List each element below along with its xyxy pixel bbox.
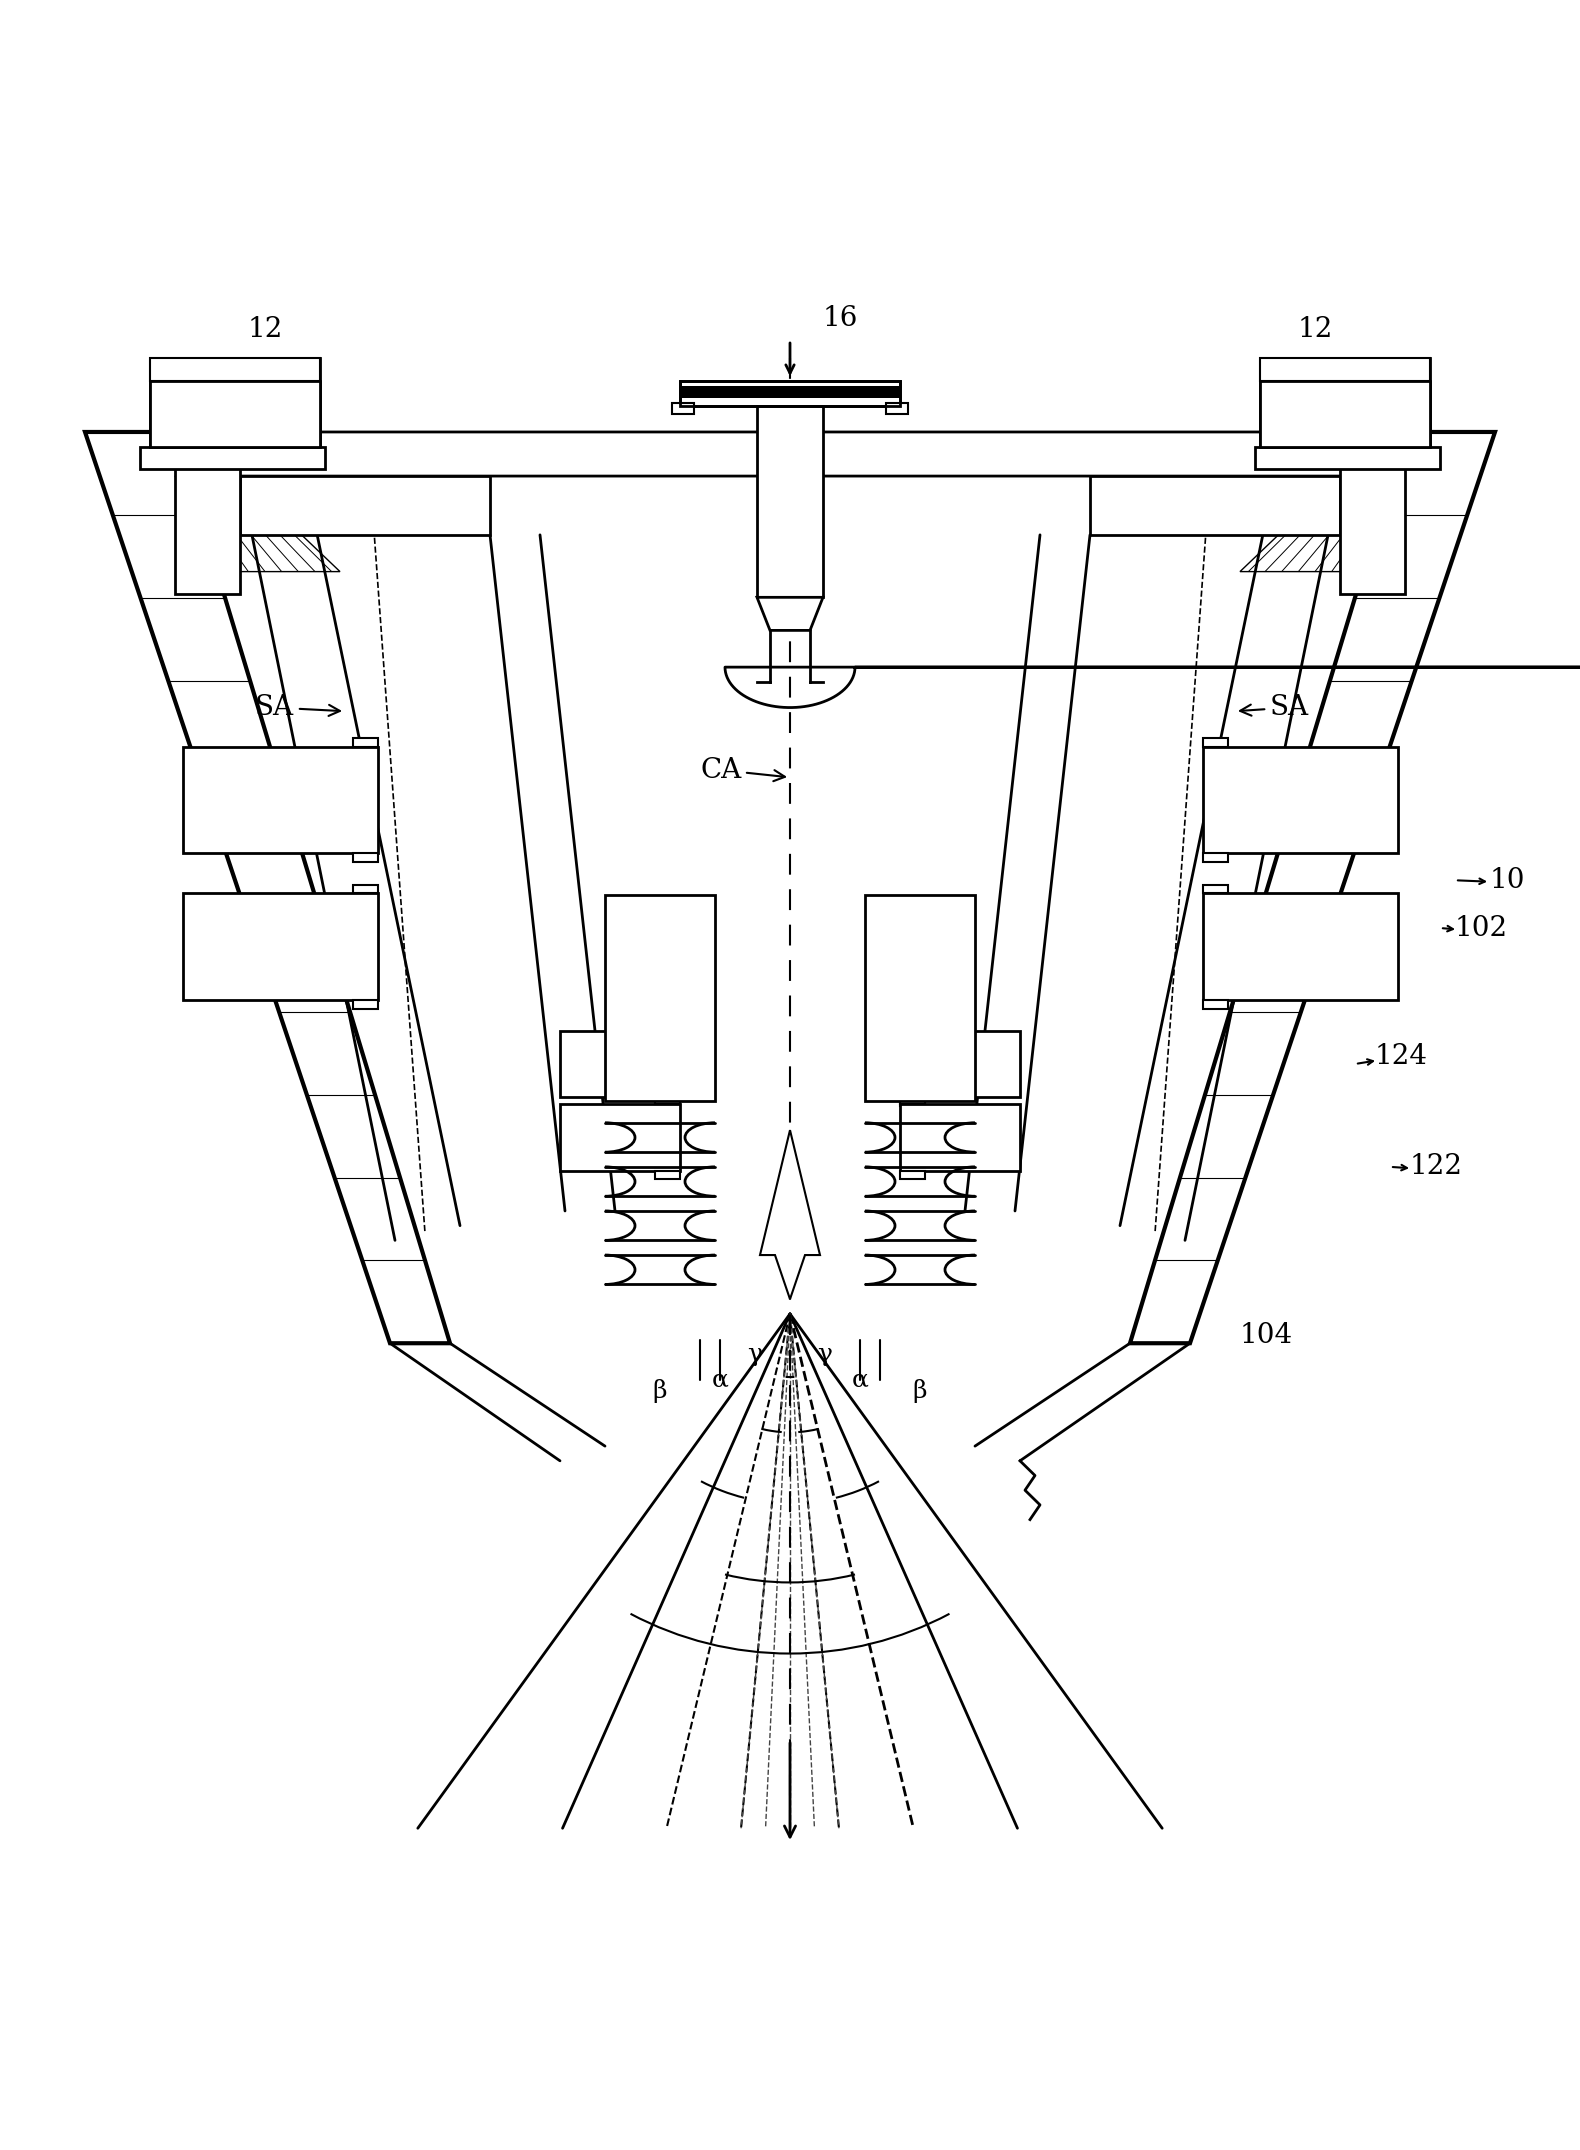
Bar — [605, 894, 716, 1101]
Text: α: α — [711, 1370, 728, 1391]
Text: 122: 122 — [1409, 1152, 1463, 1180]
Bar — [757, 406, 823, 598]
Polygon shape — [1090, 475, 1340, 535]
Text: γ: γ — [817, 1344, 833, 1365]
Bar — [1202, 854, 1228, 862]
Bar — [679, 381, 901, 406]
Polygon shape — [1240, 475, 1405, 572]
Bar — [559, 1030, 679, 1096]
Bar — [352, 884, 378, 894]
Bar — [1259, 381, 1430, 447]
Bar — [672, 402, 694, 413]
Bar — [150, 381, 321, 447]
Polygon shape — [1259, 359, 1430, 381]
Bar — [886, 402, 908, 413]
Text: β: β — [913, 1378, 927, 1404]
Polygon shape — [1130, 432, 1495, 1344]
Bar — [656, 1096, 679, 1105]
Text: γ: γ — [747, 1344, 763, 1365]
Bar — [901, 1170, 924, 1180]
Bar — [656, 1096, 679, 1105]
Bar — [901, 1021, 924, 1030]
Polygon shape — [175, 432, 1405, 475]
Bar — [656, 1170, 679, 1180]
Bar — [1259, 359, 1430, 447]
Bar — [352, 1000, 378, 1008]
Polygon shape — [175, 475, 340, 572]
Bar — [1202, 737, 1228, 746]
Text: 104: 104 — [1240, 1322, 1292, 1350]
Bar — [679, 381, 901, 406]
Bar — [901, 1030, 1021, 1096]
Polygon shape — [757, 598, 823, 630]
Text: 124: 124 — [1375, 1043, 1428, 1071]
Text: β: β — [653, 1378, 667, 1404]
Polygon shape — [85, 432, 450, 1344]
Text: SA: SA — [1240, 694, 1310, 720]
Bar — [150, 359, 321, 447]
Bar — [183, 894, 378, 1000]
Bar — [1255, 447, 1439, 469]
Text: CA: CA — [700, 757, 785, 783]
Text: 12: 12 — [248, 316, 283, 342]
Polygon shape — [760, 1131, 820, 1299]
Bar — [901, 1096, 924, 1105]
Bar — [1202, 894, 1398, 1000]
Polygon shape — [1340, 432, 1405, 593]
Text: 16: 16 — [822, 305, 858, 331]
Bar — [559, 1105, 679, 1170]
Bar — [352, 854, 378, 862]
Bar — [864, 894, 975, 1101]
Polygon shape — [175, 432, 240, 593]
Text: 102: 102 — [1455, 914, 1509, 942]
Text: SA: SA — [254, 694, 340, 720]
Bar — [1202, 884, 1228, 894]
Text: α: α — [852, 1370, 869, 1391]
Text: 12: 12 — [1297, 316, 1332, 342]
Bar — [183, 746, 378, 854]
Bar — [901, 1096, 924, 1105]
Bar — [679, 387, 901, 398]
Text: 10: 10 — [1490, 866, 1526, 894]
Bar — [352, 737, 378, 746]
Polygon shape — [150, 359, 321, 381]
Bar — [656, 1021, 679, 1030]
Polygon shape — [240, 475, 490, 535]
Bar — [901, 1105, 1021, 1170]
Bar — [1202, 1000, 1228, 1008]
Bar — [141, 447, 325, 469]
Bar — [1202, 746, 1398, 854]
